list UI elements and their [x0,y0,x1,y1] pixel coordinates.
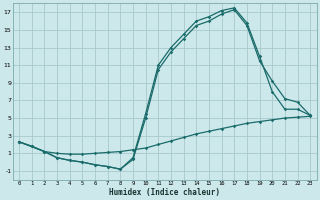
X-axis label: Humidex (Indice chaleur): Humidex (Indice chaleur) [109,188,220,197]
